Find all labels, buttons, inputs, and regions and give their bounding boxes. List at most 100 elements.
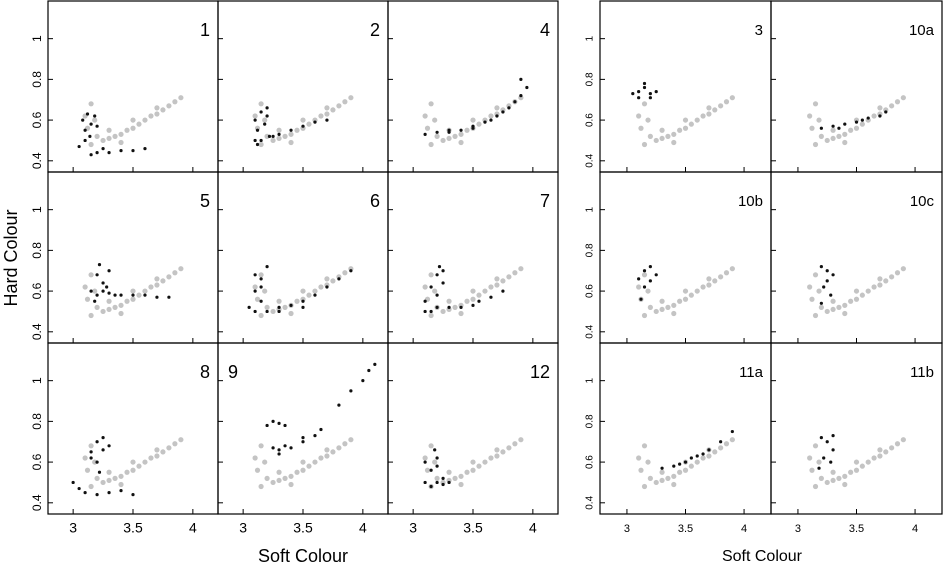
background-point: [871, 113, 877, 119]
point: [255, 128, 260, 132]
point: [435, 293, 439, 297]
background-point: [900, 266, 906, 272]
point: [719, 440, 723, 444]
background-point: [288, 473, 294, 479]
panel-label: 12: [530, 362, 550, 382]
background-point: [130, 459, 136, 465]
background-point: [458, 139, 464, 146]
point: [119, 149, 123, 153]
point: [477, 299, 481, 303]
background-point: [172, 270, 178, 276]
point: [89, 153, 93, 157]
background-point: [452, 304, 458, 310]
point: [253, 118, 257, 122]
y-tick-label: 0.8: [585, 243, 596, 257]
point: [337, 277, 341, 281]
x-tick-label: 3.5: [849, 523, 864, 535]
point: [423, 480, 427, 485]
background-point: [440, 308, 446, 315]
background-point: [258, 312, 264, 319]
background-point: [677, 127, 683, 133]
point: [253, 138, 257, 143]
point: [271, 419, 275, 423]
point: [447, 305, 451, 309]
x-tick-label: 3.5: [678, 523, 693, 535]
point: [277, 421, 281, 426]
background-point: [641, 312, 648, 319]
background-point: [88, 101, 94, 107]
background-point: [809, 125, 815, 131]
point: [301, 124, 305, 128]
background-point: [718, 103, 724, 109]
background-point: [807, 284, 813, 290]
point: [654, 89, 658, 94]
point: [519, 77, 523, 81]
background-point: [729, 266, 735, 272]
y-tick-label: 0.6: [585, 455, 596, 469]
background-point: [166, 103, 172, 109]
background-point: [428, 272, 434, 278]
point: [860, 118, 864, 122]
background-point: [300, 459, 306, 465]
background-point: [258, 101, 264, 107]
background-point: [812, 312, 819, 319]
point: [107, 151, 111, 155]
background-point: [118, 139, 124, 146]
point: [95, 273, 99, 277]
background-point: [824, 479, 830, 486]
background-point: [118, 310, 124, 317]
background-point: [723, 99, 730, 105]
background-point: [330, 278, 336, 284]
point: [373, 362, 377, 366]
point: [101, 289, 105, 293]
background-point: [288, 139, 294, 146]
point: [271, 446, 275, 450]
background-point: [506, 445, 512, 451]
background-point: [252, 284, 258, 290]
point: [435, 273, 439, 277]
background-point: [254, 296, 261, 302]
point: [101, 448, 105, 452]
panel-label: 5: [200, 191, 210, 211]
background-point: [645, 117, 651, 123]
point: [435, 456, 439, 460]
background-point: [816, 117, 822, 123]
background-point: [288, 481, 294, 488]
background-point: [871, 455, 877, 461]
point: [429, 285, 433, 289]
background-point: [470, 288, 476, 294]
background-point: [318, 284, 324, 290]
background-point: [700, 113, 706, 119]
background-point: [900, 437, 906, 443]
background-point: [842, 131, 848, 137]
point: [637, 277, 641, 281]
point: [459, 128, 463, 132]
point: [95, 493, 99, 497]
background-point: [853, 459, 860, 465]
point: [259, 277, 263, 281]
point: [648, 92, 652, 96]
background-point: [894, 99, 901, 105]
background-point: [470, 459, 476, 465]
y-tick-label: 0.4: [30, 494, 44, 511]
background-point: [812, 141, 819, 148]
background-point: [464, 298, 470, 304]
y-tick-label: 0.8: [30, 242, 44, 259]
y-tick-label: 0.8: [585, 72, 596, 86]
point: [259, 138, 263, 143]
point: [429, 309, 433, 314]
point: [167, 295, 171, 299]
background-point: [124, 469, 130, 475]
point: [423, 299, 427, 303]
point: [101, 436, 105, 440]
background-point: [659, 135, 665, 142]
background-point: [647, 133, 653, 139]
background-point: [88, 483, 94, 490]
point: [471, 303, 475, 307]
background-point: [900, 95, 906, 101]
point: [866, 116, 870, 120]
background-point: [830, 127, 836, 133]
point: [819, 265, 823, 269]
background-point: [877, 276, 883, 282]
y-tick-label: 0.6: [30, 282, 44, 299]
